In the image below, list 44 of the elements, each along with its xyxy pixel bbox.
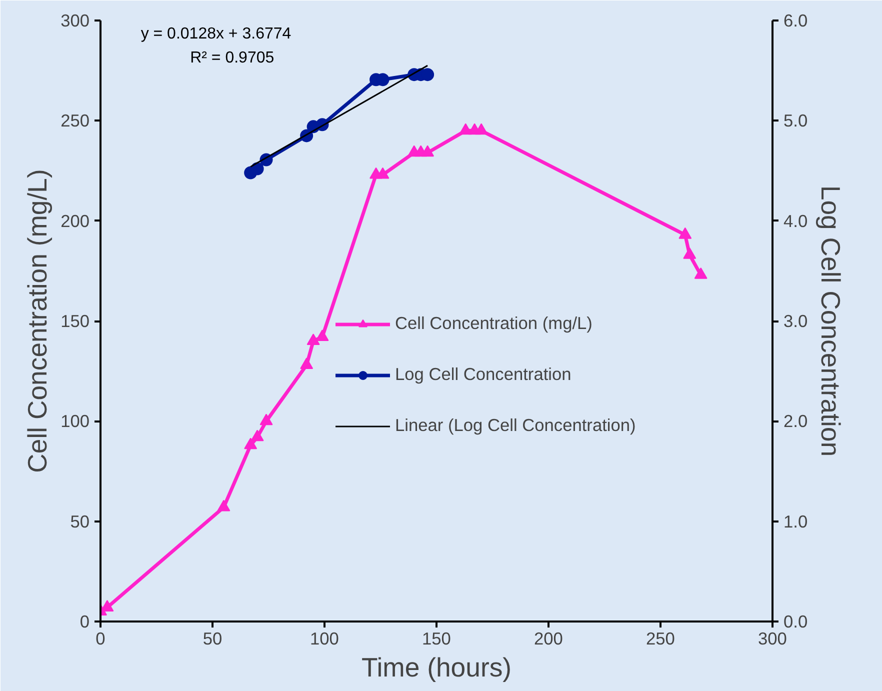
x-tick-label: 100 bbox=[310, 628, 339, 648]
legend-label: Linear (Log Cell Concentration) bbox=[395, 415, 636, 436]
y-tick-label: 0 bbox=[80, 612, 90, 632]
y2-tick-label: 3.0 bbox=[784, 311, 808, 331]
y2-tick-label: 5.0 bbox=[784, 110, 808, 131]
point bbox=[100, 600, 114, 612]
point bbox=[474, 123, 488, 135]
x-axis-title: Time (hours) bbox=[361, 652, 512, 682]
point bbox=[250, 162, 264, 176]
point bbox=[694, 267, 708, 279]
point bbox=[683, 247, 696, 259]
annotation: y = 0.0128x + 3.6774 bbox=[140, 26, 292, 43]
y2-axis-title: Log Cell Concentration bbox=[816, 185, 846, 457]
y2-tick-label: 2.0 bbox=[784, 411, 808, 432]
point bbox=[376, 167, 390, 179]
point bbox=[300, 358, 314, 370]
point bbox=[316, 330, 329, 341]
point bbox=[306, 334, 320, 345]
point bbox=[678, 227, 692, 239]
x-tick-label: 300 bbox=[758, 628, 787, 648]
point bbox=[217, 500, 230, 512]
annotation: R² = 0.9705 bbox=[190, 50, 274, 67]
x-tick-label: 150 bbox=[422, 628, 451, 648]
legend-label: Cell Concentration (mg/L) bbox=[395, 313, 592, 334]
legend-label: Log Cell Concentration bbox=[395, 364, 572, 385]
x-tick-label: 0 bbox=[96, 628, 106, 648]
x-tick-label: 50 bbox=[202, 628, 222, 648]
y2-tick-label: 1.0 bbox=[784, 511, 808, 532]
point bbox=[244, 438, 258, 450]
y2-tick-label: 4.0 bbox=[784, 210, 808, 231]
point bbox=[421, 145, 434, 157]
point bbox=[260, 414, 273, 426]
y-tick-label: 100 bbox=[60, 411, 90, 432]
y-tick-label: 200 bbox=[60, 210, 90, 231]
y2-tick-label: 6.0 bbox=[784, 10, 808, 30]
y-tick-label: 50 bbox=[70, 511, 90, 532]
x-tick-label: 250 bbox=[646, 628, 675, 648]
x-tick-label: 200 bbox=[534, 628, 563, 648]
y-axis-title: Cell Concentration (mg/L) bbox=[22, 169, 53, 473]
y2-tick-label: 0.0 bbox=[784, 612, 808, 632]
point bbox=[250, 430, 264, 442]
y-tick-label: 150 bbox=[60, 311, 90, 331]
y-tick-label: 250 bbox=[60, 110, 90, 131]
y-tick-label: 300 bbox=[60, 10, 90, 30]
